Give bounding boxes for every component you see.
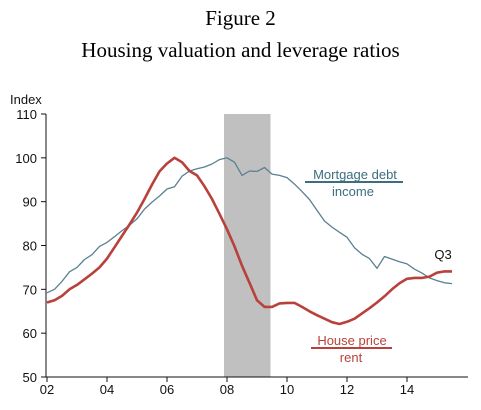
- series-line-price: [46, 156, 452, 326]
- end-label-q3: Q3: [434, 247, 451, 262]
- figure-title: Housing valuation and leverage ratios: [81, 38, 400, 62]
- x-tick-label: 10: [280, 382, 294, 397]
- series-line-debt: [46, 157, 453, 294]
- x-tick-label: 02: [40, 382, 54, 397]
- x-tick-label: 08: [220, 382, 234, 397]
- series-lines: [46, 156, 453, 326]
- y-tick-label: 50: [23, 370, 37, 385]
- legend-price: House price rent: [311, 333, 392, 365]
- y-ticks: 50 60 70 80 90 100 110: [15, 107, 46, 385]
- recession-shade: [224, 114, 271, 377]
- y-tick-label: 60: [23, 326, 37, 341]
- y-tick-label: 110: [16, 107, 37, 122]
- x-ticks: 02 04 06 08 10 12 14: [40, 377, 414, 397]
- price-label-line1: House price: [317, 333, 386, 348]
- y-tick-label: 80: [23, 239, 37, 254]
- figure-label: Figure 2: [205, 6, 276, 30]
- y-tick-label: 100: [15, 151, 37, 166]
- y-tick-label: 70: [23, 282, 37, 297]
- debt-label-line2: income: [332, 184, 374, 199]
- x-tick-label: 12: [340, 382, 354, 397]
- debt-label-line1: Mortgage debt: [313, 167, 397, 182]
- y-axis-label: Index: [10, 92, 42, 107]
- x-tick-label: 14: [400, 382, 414, 397]
- x-tick-label: 06: [160, 382, 174, 397]
- legend-debt: Mortgage debt income: [305, 167, 403, 199]
- x-tick-label: 04: [100, 382, 114, 397]
- y-tick-label: 90: [23, 195, 37, 210]
- price-label-line2: rent: [340, 350, 363, 365]
